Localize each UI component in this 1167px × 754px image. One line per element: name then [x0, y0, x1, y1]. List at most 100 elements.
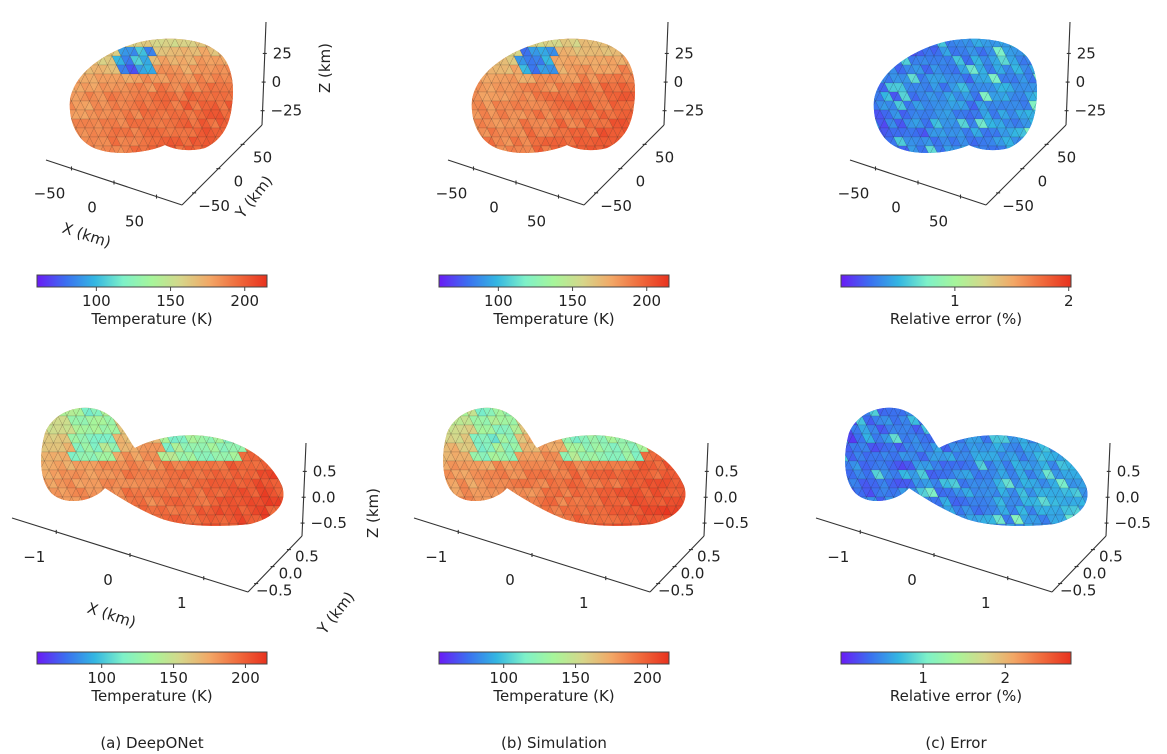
mesh-triangles	[845, 407, 1088, 526]
y-tick-label: 50	[253, 148, 272, 166]
x-tick-label: −50	[838, 184, 870, 202]
colorbar-tick-label: 200	[632, 292, 661, 310]
mesh-body	[471, 38, 636, 153]
colorbar-tick-label: 100	[87, 669, 116, 687]
y-tick-label: −0.5	[658, 582, 694, 600]
axes-3d	[413, 442, 709, 593]
z-axis-line	[663, 21, 669, 126]
y-axis-line	[583, 124, 665, 206]
colorbar: 100 150 200 Temperature (K)	[438, 274, 670, 328]
x-axis-label: X (km)	[85, 599, 138, 632]
y-axis-line	[649, 535, 705, 593]
z-axis-label: Z (km)	[364, 488, 382, 538]
y-tick-label: −50	[600, 197, 632, 215]
x-tick-label: 50	[929, 213, 948, 231]
x-tick-label: 0	[505, 571, 515, 589]
x-tick-label: −1	[23, 548, 45, 566]
colorbar: 100 150 200 Temperature (K)	[36, 651, 268, 705]
mesh-triangles	[443, 407, 686, 526]
colorbar-label: Temperature (K)	[492, 310, 614, 328]
colorbar-tick-label: 150	[156, 292, 185, 310]
y-tick-label: 0.5	[1099, 548, 1123, 566]
z-tick-label: −25	[673, 102, 705, 120]
z-axis-line	[1065, 21, 1071, 126]
z-axis-line	[703, 442, 709, 537]
x-tick-label: 50	[527, 213, 546, 231]
axis-tick-labels: −101−0.50.00.5−0.50.00.5	[425, 462, 749, 612]
z-tick-label: −0.5	[311, 514, 347, 532]
z-tick-label: 0.5	[1117, 462, 1141, 480]
subfigure-caption: (c) Error	[925, 734, 987, 752]
x-tick-label: −50	[34, 184, 66, 202]
z-tick-label: 0.0	[1116, 488, 1140, 506]
colorbar-gradient	[840, 274, 1072, 288]
z-tick-label: 0.0	[714, 488, 738, 506]
y-axis-line	[247, 535, 303, 593]
y-tick-label: −0.5	[1060, 582, 1096, 600]
colorbar-label: Relative error (%)	[890, 310, 1022, 328]
y-tick-label: 0.5	[295, 548, 319, 566]
colorbar-tick-label: 100	[489, 669, 518, 687]
colorbar-label: Temperature (K)	[90, 310, 212, 328]
z-axis-label: Z (km)	[316, 43, 334, 93]
colorbar-tick-label: 150	[561, 669, 590, 687]
y-axis-label: Y (km)	[313, 588, 358, 638]
colorbar-tick-label: 200	[230, 292, 259, 310]
z-tick-label: 0	[272, 73, 282, 91]
z-tick-label: −25	[271, 102, 303, 120]
panel-bottom-deeponet: −101−0.50.00.5−0.50.00.5X (km) Y (km)Z (k…	[11, 407, 382, 705]
colorbar-tick-label: 150	[558, 292, 587, 310]
mesh-body	[873, 38, 1038, 153]
y-tick-label: −50	[198, 197, 230, 215]
colorbar-tick-label: 1	[918, 669, 928, 687]
colorbar-label: Temperature (K)	[492, 687, 614, 705]
z-tick-label: 0.5	[715, 462, 739, 480]
axes-3d	[849, 21, 1071, 206]
z-tick-label: 0	[1076, 73, 1086, 91]
z-tick-label: 0	[674, 73, 684, 91]
colorbar-tick-label: 100	[82, 292, 111, 310]
y-tick-label: −50	[1002, 197, 1034, 215]
y-axis-line	[181, 124, 263, 206]
axes-3d	[45, 21, 267, 206]
x-tick-label: −1	[827, 548, 849, 566]
subfigure-caption: (b) Simulation	[501, 734, 607, 752]
x-axis-label: X (km)	[60, 219, 113, 252]
colorbar-label: Temperature (K)	[90, 687, 212, 705]
x-tick-label: 0	[103, 571, 113, 589]
y-tick-label: 0.0	[279, 565, 303, 583]
z-tick-label: 25	[675, 44, 694, 62]
colorbar-gradient	[438, 274, 670, 288]
y-tick-label: 0	[636, 173, 646, 191]
x-tick-label: 0	[87, 199, 97, 217]
colorbar: 100 150 200 Temperature (K)	[36, 274, 268, 328]
axis-tick-labels: −101−0.50.00.5−0.50.00.5	[827, 462, 1151, 612]
z-tick-label: 0.5	[313, 462, 337, 480]
colorbar-tick-label: 150	[159, 669, 188, 687]
z-tick-label: −0.5	[713, 514, 749, 532]
y-tick-label: 0.0	[681, 565, 705, 583]
z-tick-label: 0.0	[312, 488, 336, 506]
mesh-body	[41, 407, 284, 526]
y-tick-label: 0.0	[1083, 565, 1107, 583]
x-tick-label: 0	[907, 571, 917, 589]
x-tick-label: 0	[489, 199, 499, 217]
z-tick-label: −25	[1075, 102, 1107, 120]
colorbar-tick-label: 200	[231, 669, 260, 687]
colorbar: 100 150 200 Temperature (K)	[438, 651, 670, 705]
colorbar-gradient	[36, 274, 268, 288]
y-tick-label: 50	[655, 148, 674, 166]
z-tick-label: 25	[1077, 44, 1096, 62]
colorbar-tick-label: 100	[484, 292, 513, 310]
y-tick-label: 0	[234, 173, 244, 191]
axes-3d	[447, 21, 669, 206]
z-axis-line	[301, 442, 307, 537]
